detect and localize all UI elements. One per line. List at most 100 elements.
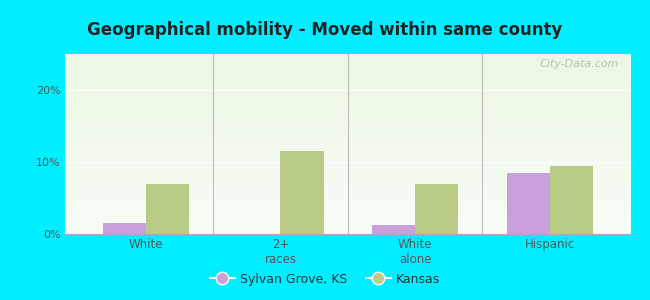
Text: Geographical mobility - Moved within same county: Geographical mobility - Moved within sam… xyxy=(87,21,563,39)
Bar xyxy=(65,79,630,81)
Bar xyxy=(65,227,630,229)
Bar xyxy=(65,140,630,142)
Bar xyxy=(65,56,630,58)
Bar xyxy=(65,90,630,92)
Bar xyxy=(65,166,630,167)
Bar xyxy=(65,68,630,70)
Bar xyxy=(65,85,630,86)
Bar xyxy=(65,194,630,196)
Bar xyxy=(65,157,630,158)
Bar xyxy=(65,167,630,169)
Bar xyxy=(65,65,630,67)
Bar xyxy=(65,230,630,232)
Bar xyxy=(65,115,630,117)
Bar xyxy=(65,76,630,77)
Bar xyxy=(103,223,146,234)
Bar xyxy=(65,72,630,74)
Bar xyxy=(65,176,630,178)
Bar xyxy=(65,153,630,155)
Bar xyxy=(65,112,630,113)
Bar xyxy=(65,70,630,72)
Bar xyxy=(65,61,630,63)
Bar xyxy=(65,173,630,175)
Bar xyxy=(65,180,630,182)
Bar xyxy=(65,182,630,184)
Bar xyxy=(65,209,630,211)
Bar xyxy=(280,151,324,234)
Bar xyxy=(506,173,550,234)
Bar xyxy=(65,101,630,103)
Bar xyxy=(65,54,630,56)
Bar xyxy=(65,128,630,130)
Bar xyxy=(65,99,630,101)
Bar xyxy=(65,171,630,173)
Bar xyxy=(65,103,630,104)
Bar xyxy=(65,108,630,110)
Bar xyxy=(65,203,630,205)
Bar xyxy=(65,142,630,144)
Bar xyxy=(65,189,630,191)
Bar xyxy=(415,184,458,234)
Bar xyxy=(65,67,630,68)
Bar xyxy=(65,223,630,225)
Bar xyxy=(65,97,630,99)
Bar xyxy=(65,88,630,90)
Bar xyxy=(65,58,630,59)
Bar xyxy=(550,166,593,234)
Bar xyxy=(65,95,630,97)
Bar xyxy=(65,139,630,140)
Bar xyxy=(65,86,630,88)
Bar xyxy=(65,169,630,171)
Bar xyxy=(65,187,630,189)
Bar xyxy=(65,130,630,131)
Bar xyxy=(65,193,630,194)
Bar xyxy=(146,184,189,234)
Bar xyxy=(65,121,630,122)
Bar xyxy=(65,137,630,139)
Bar xyxy=(65,198,630,200)
Bar xyxy=(65,131,630,133)
Bar xyxy=(65,216,630,218)
Bar xyxy=(65,126,630,128)
Legend: Sylvan Grove, KS, Kansas: Sylvan Grove, KS, Kansas xyxy=(205,268,445,291)
Bar xyxy=(65,214,630,216)
Bar xyxy=(65,83,630,85)
Bar xyxy=(65,133,630,135)
Bar xyxy=(65,59,630,61)
Bar xyxy=(65,185,630,187)
Bar xyxy=(65,77,630,79)
Bar xyxy=(65,232,630,234)
Bar xyxy=(65,106,630,108)
Bar xyxy=(65,229,630,230)
Bar xyxy=(65,135,630,137)
Bar xyxy=(65,175,630,176)
Bar xyxy=(65,81,630,83)
Bar xyxy=(65,207,630,209)
Bar xyxy=(65,225,630,227)
Bar xyxy=(65,119,630,121)
Bar xyxy=(65,94,630,95)
Bar xyxy=(65,162,630,164)
Bar xyxy=(65,146,630,148)
Bar xyxy=(65,74,630,76)
Bar xyxy=(65,155,630,157)
Bar xyxy=(65,104,630,106)
Bar xyxy=(65,212,630,214)
Bar xyxy=(65,144,630,146)
Bar xyxy=(65,117,630,119)
Bar xyxy=(65,200,630,202)
Bar xyxy=(65,158,630,160)
Bar xyxy=(65,220,630,221)
Bar xyxy=(65,113,630,115)
Bar xyxy=(65,196,630,198)
Bar xyxy=(372,225,415,234)
Bar xyxy=(65,151,630,153)
Bar xyxy=(65,218,630,220)
Bar xyxy=(65,191,630,193)
Bar xyxy=(65,122,630,124)
Bar xyxy=(65,202,630,203)
Text: City-Data.com: City-Data.com xyxy=(540,59,619,69)
Bar xyxy=(65,63,630,65)
Bar xyxy=(65,184,630,185)
Bar xyxy=(65,110,630,112)
